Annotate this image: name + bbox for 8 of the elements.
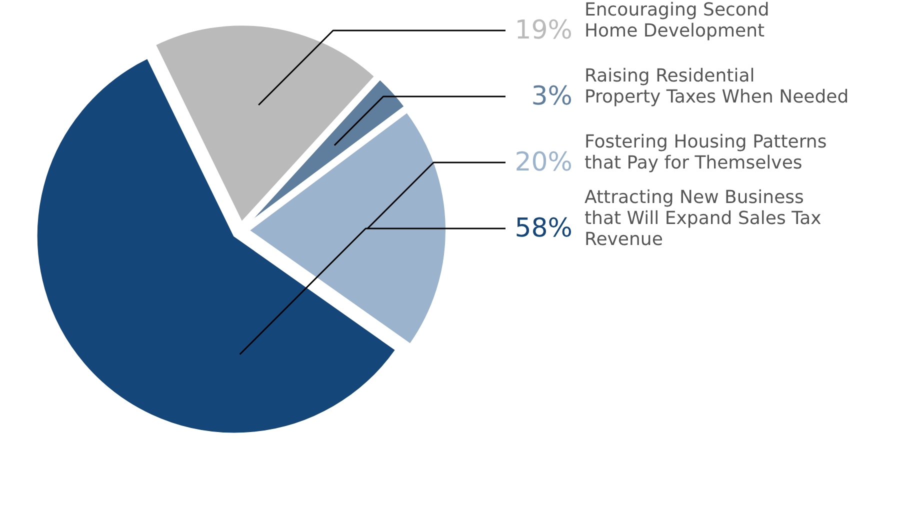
data-label: 58% bbox=[514, 214, 573, 244]
slice-label: Fostering Housing Patterns that Pay for Themselves bbox=[584, 132, 827, 174]
data-label: 20% bbox=[514, 148, 573, 178]
slice-label: Encouraging Second Home Development bbox=[584, 0, 770, 42]
data-label: 19% bbox=[514, 16, 573, 46]
slice-label: Attracting New Business that Will Expand Sales Tax Revenue bbox=[584, 187, 822, 250]
slice-label: Raising Residential Property Taxes When Needed bbox=[584, 66, 849, 108]
data-label: 3% bbox=[531, 82, 573, 112]
